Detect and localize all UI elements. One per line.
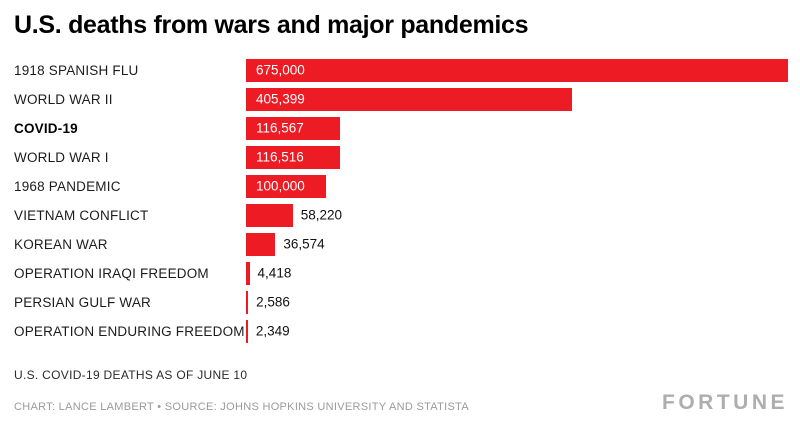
category-label: 1918 SPANISH FLU (14, 62, 139, 78)
value-label: 2,349 (255, 323, 290, 339)
bar-zone: 2,586 (246, 290, 788, 314)
chart-footer: CHART: LANCE LAMBERT • SOURCE: JOHNS HOP… (14, 392, 788, 413)
bar-zone: 36,574 (246, 232, 788, 256)
fortune-logo: FORTUNE (662, 390, 788, 414)
category-label: OPERATION ENDURING FREEDOM (14, 323, 245, 339)
value-label: 36,574 (283, 236, 325, 252)
bar-zone: 2,349 (246, 319, 788, 343)
chart-row: COVID-19 116,567 (14, 114, 788, 143)
bar (246, 319, 248, 343)
chart-row: OPERATION ENDURING FREEDOM 2,349 (14, 317, 788, 346)
category-label: OPERATION IRAQI FREEDOM (14, 265, 209, 281)
chart-row: WORLD WAR II 405,399 (14, 85, 788, 114)
bar (246, 116, 340, 140)
chart-row: PERSIAN GULF WAR 2,586 (14, 288, 788, 317)
bar-zone: 405,399 (246, 87, 788, 111)
bar-zone: 116,516 (246, 145, 788, 169)
category-label: VIETNAM CONFLICT (14, 207, 149, 223)
value-label: 675,000 (256, 62, 305, 78)
bar (246, 87, 572, 111)
bar (246, 203, 293, 227)
bar-zone: 675,000 (246, 58, 788, 82)
bar (246, 290, 249, 314)
chart-title: U.S. deaths from wars and major pandemic… (14, 11, 529, 39)
value-label: 2,586 (256, 294, 290, 310)
value-label: 116,516 (256, 149, 304, 165)
chart-row: WORLD WAR I 116,516 (14, 143, 788, 172)
value-label: 405,399 (256, 91, 305, 107)
chart-note: U.S. COVID-19 DEATHS AS OF JUNE 10 (14, 367, 248, 382)
chart-row: KOREAN WAR 36,574 (14, 230, 788, 259)
chart-row: OPERATION IRAQI FREEDOM 4,418 (14, 259, 788, 288)
category-label: KOREAN WAR (14, 236, 108, 252)
value-label: 58,220 (300, 207, 343, 223)
bar-zone: 100,000 (246, 174, 788, 198)
chart-row: 1918 SPANISH FLU 675,000 (14, 56, 788, 85)
category-label: 1968 PANDEMIC (14, 178, 121, 194)
bar (246, 58, 788, 82)
category-label: COVID-19 (14, 120, 78, 136)
value-label: 116,567 (256, 120, 304, 136)
category-label: WORLD WAR II (14, 91, 113, 107)
value-label: 100,000 (256, 178, 305, 194)
chart-row: 1968 PANDEMIC 100,000 (14, 172, 788, 201)
bar (246, 174, 327, 198)
chart-credit: CHART: LANCE LAMBERT • SOURCE: JOHNS HOP… (14, 400, 469, 413)
bar-zone: 116,567 (246, 116, 788, 140)
bar (246, 145, 340, 169)
chart-row: VIETNAM CONFLICT 58,220 (14, 201, 788, 230)
value-label: 4,418 (257, 265, 292, 281)
bar (246, 232, 276, 256)
bar (246, 261, 250, 285)
category-label: PERSIAN GULF WAR (14, 294, 151, 310)
bar-chart: 1918 SPANISH FLU 675,000 WORLD WAR II 405,3… (14, 56, 788, 346)
bar-zone: 58,220 (246, 203, 788, 227)
category-label: WORLD WAR I (14, 149, 109, 165)
bar-zone: 4,418 (246, 261, 788, 285)
